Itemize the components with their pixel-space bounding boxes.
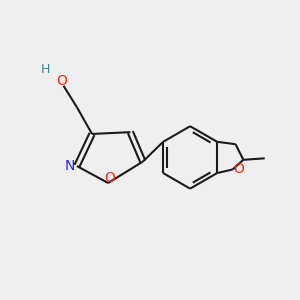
Text: O: O xyxy=(57,74,68,88)
Text: H: H xyxy=(41,63,50,76)
Text: O: O xyxy=(104,171,115,184)
Text: N: N xyxy=(64,159,75,173)
Text: O: O xyxy=(234,163,244,176)
